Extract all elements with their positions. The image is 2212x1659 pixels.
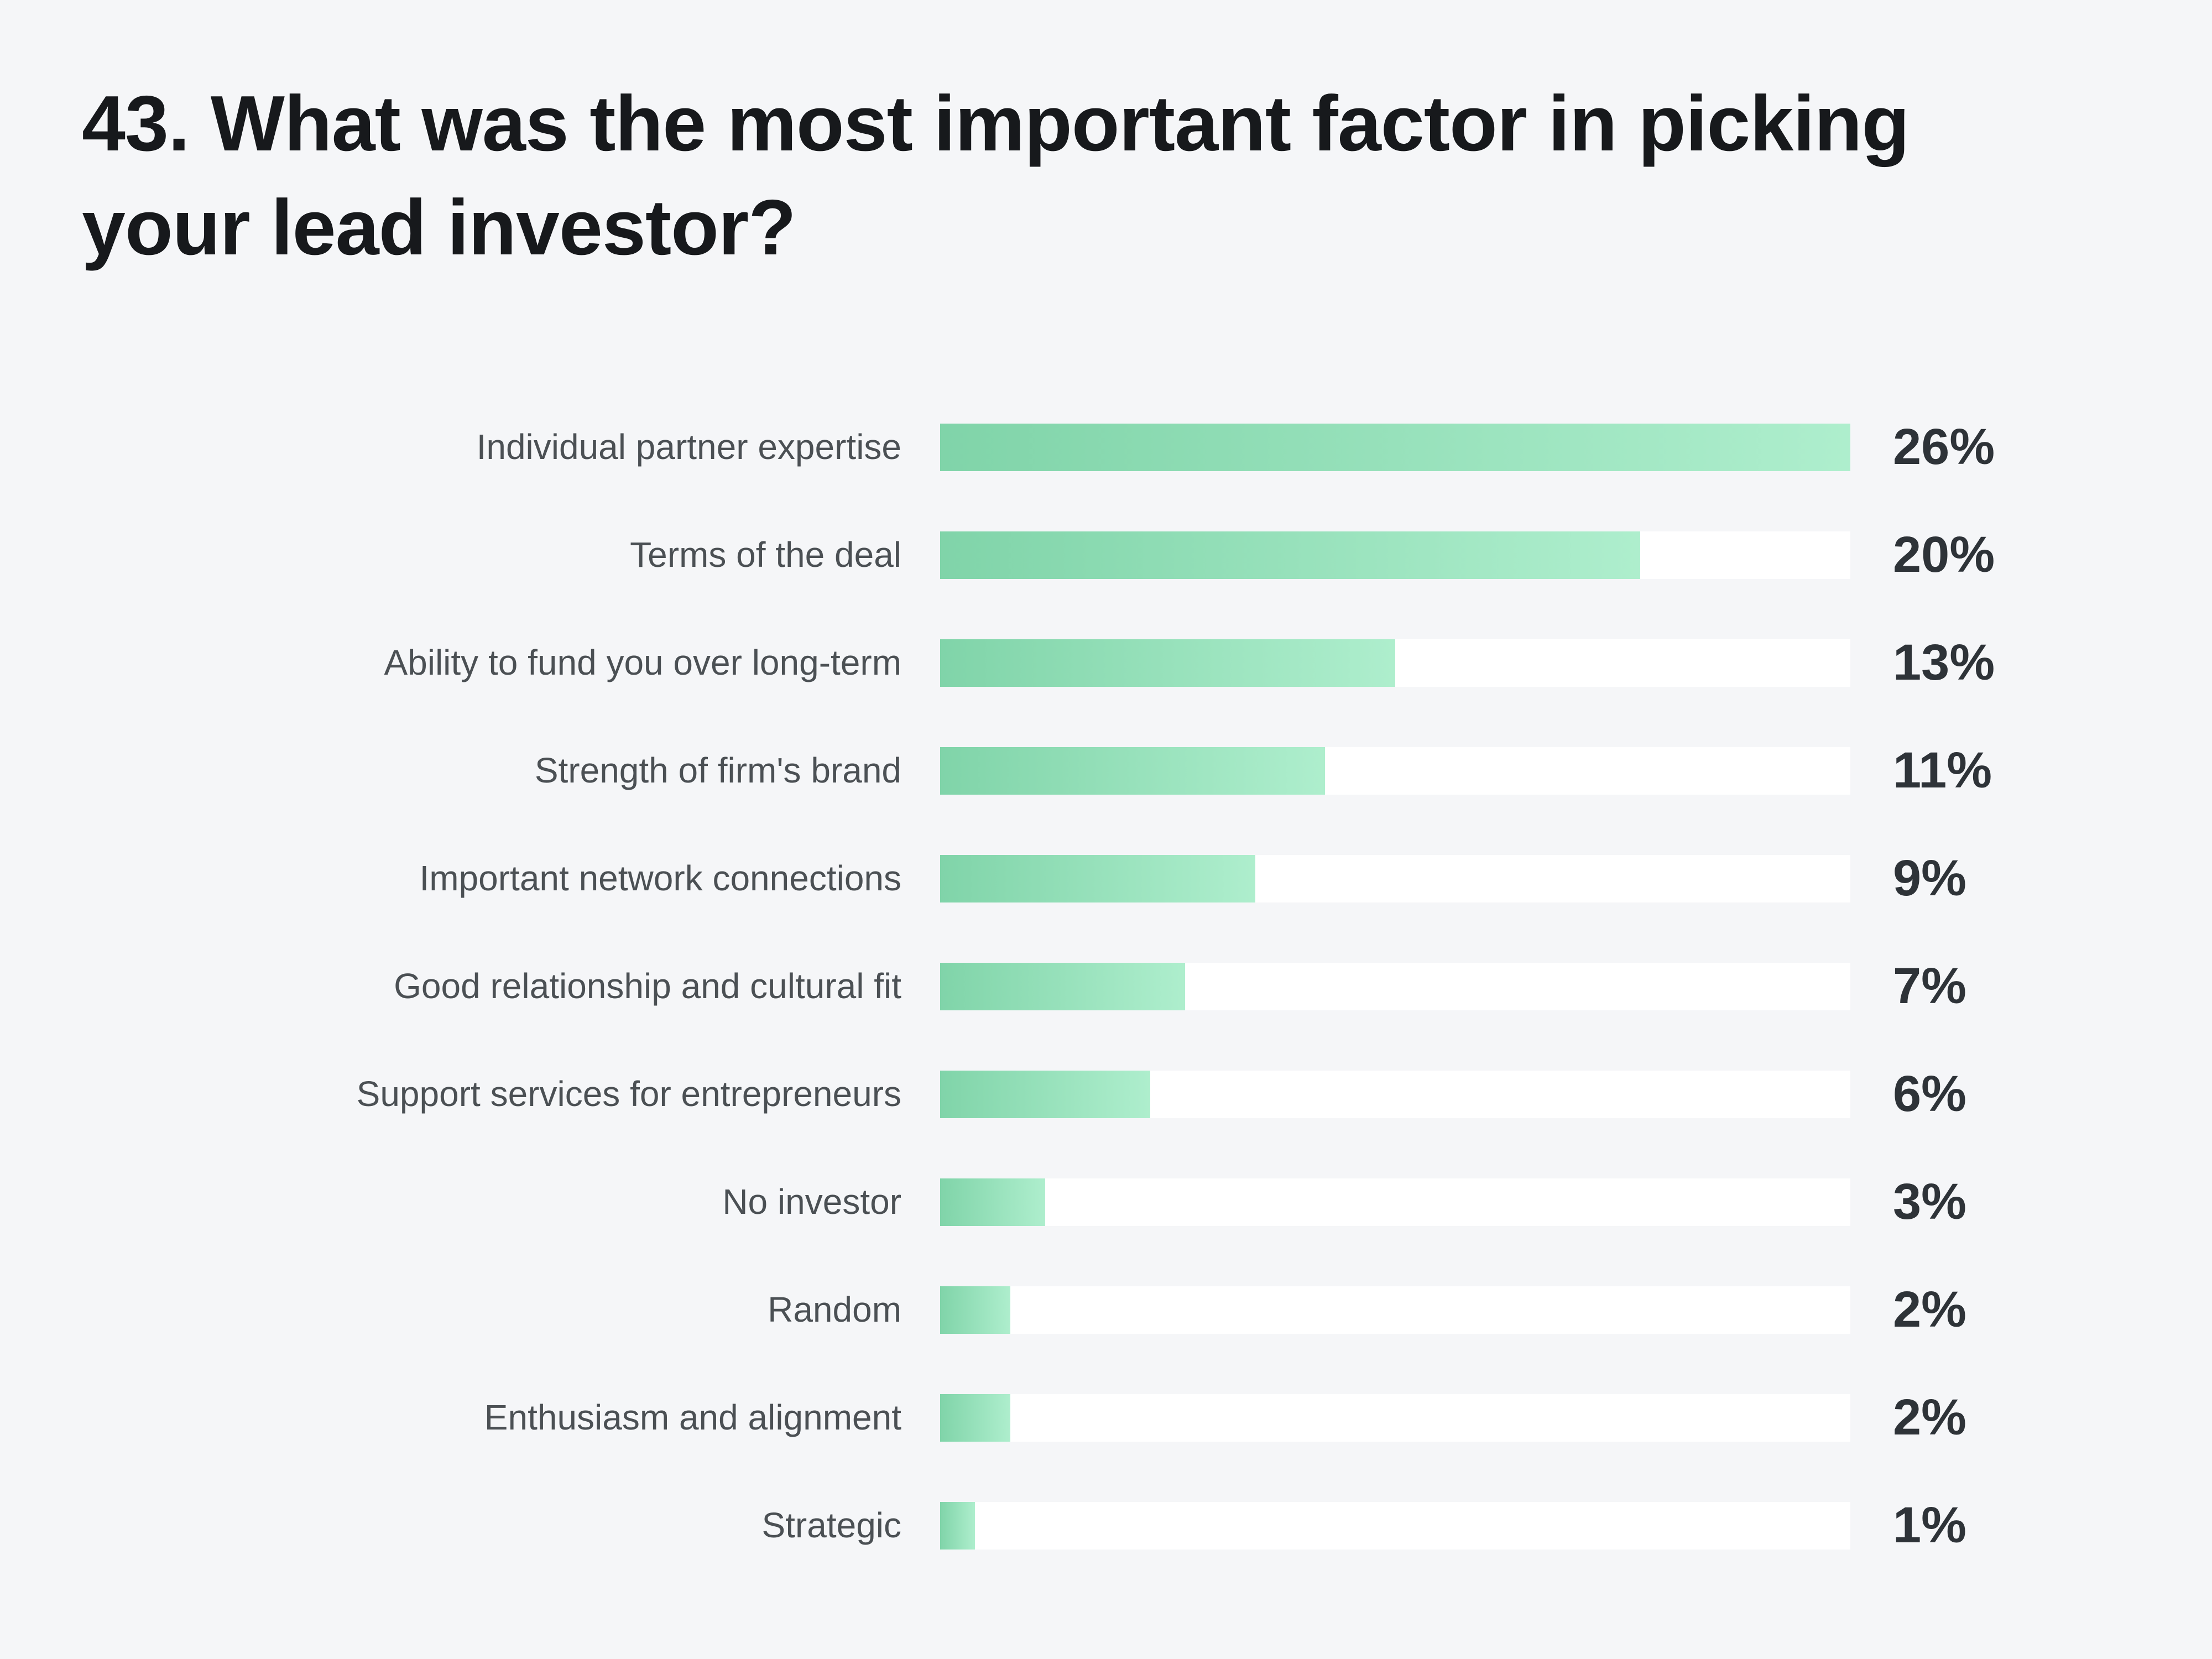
category-label: No investor [722,1181,901,1222]
value-label: 9% [1893,850,1966,906]
category-label: Ability to fund you over long-term [384,642,901,682]
category-label: Strategic [761,1505,901,1545]
bar-row: Good relationship and cultural fit 7% [0,932,2212,1040]
value-label: 2% [1893,1389,1966,1446]
bar-fill [940,531,1641,579]
chart-title-line-1: 43. What was the most important factor i… [82,80,1910,168]
bar-fill [940,423,1850,471]
bar-fill [940,1394,1010,1442]
bar-track [940,1286,1850,1334]
value-label: 2% [1893,1281,1966,1338]
value-label: 11% [1893,742,1992,799]
bar-row: Important network connections 9% [0,825,2212,932]
bar-track [940,854,1850,902]
chart-title: 43. What was the most important factor i… [82,72,2172,280]
category-label: Support services for entrepreneurs [356,1073,901,1114]
value-label: 6% [1893,1066,1966,1122]
category-label: Enthusiasm and alignment [484,1397,901,1437]
bar-track [940,1070,1850,1118]
bar-row: Individual partner expertise 26% [0,393,2212,501]
category-label: Individual partner expertise [476,426,901,467]
bar-fill [940,747,1326,795]
category-label: Random [768,1289,901,1329]
bar-row: Support services for entrepreneurs 6% [0,1040,2212,1148]
bar-track [940,639,1850,687]
bar-track [940,747,1850,795]
bar-track [940,962,1850,1010]
category-label: Important network connections [419,858,901,898]
value-label: 1% [1893,1497,1966,1553]
value-label: 7% [1893,958,1966,1014]
bar-fill [940,1501,975,1550]
category-label: Strength of firm's brand [534,750,901,790]
bar-row: Terms of the deal 20% [0,501,2212,609]
bar-fill [940,1070,1150,1118]
bar-fill [940,962,1186,1010]
bar-fill [940,854,1255,902]
bar-fill [940,1178,1045,1226]
bar-row: Ability to fund you over long-term 13% [0,609,2212,717]
bar-track [940,531,1850,579]
bar-track [940,423,1850,471]
bar-row: Random 2% [0,1256,2212,1364]
category-label: Good relationship and cultural fit [394,966,901,1006]
value-label: 26% [1893,419,1995,475]
bar-track [940,1178,1850,1226]
value-label: 20% [1893,526,1995,583]
bar-row: Strength of firm's brand 11% [0,717,2212,825]
bar-row: Strategic 1% [0,1472,2212,1579]
bar-fill [940,639,1395,687]
category-label: Terms of the deal [630,534,901,575]
bar-row: No investor 3% [0,1148,2212,1256]
bar-chart: Individual partner expertise 26% Terms o… [0,393,2212,1579]
bar-track [940,1501,1850,1550]
value-label: 3% [1893,1173,1966,1230]
bar-fill [940,1286,1010,1334]
chart-title-line-2: your lead investor? [82,184,796,272]
bar-row: Enthusiasm and alignment 2% [0,1364,2212,1472]
bar-track [940,1394,1850,1442]
value-label: 13% [1893,634,1995,691]
